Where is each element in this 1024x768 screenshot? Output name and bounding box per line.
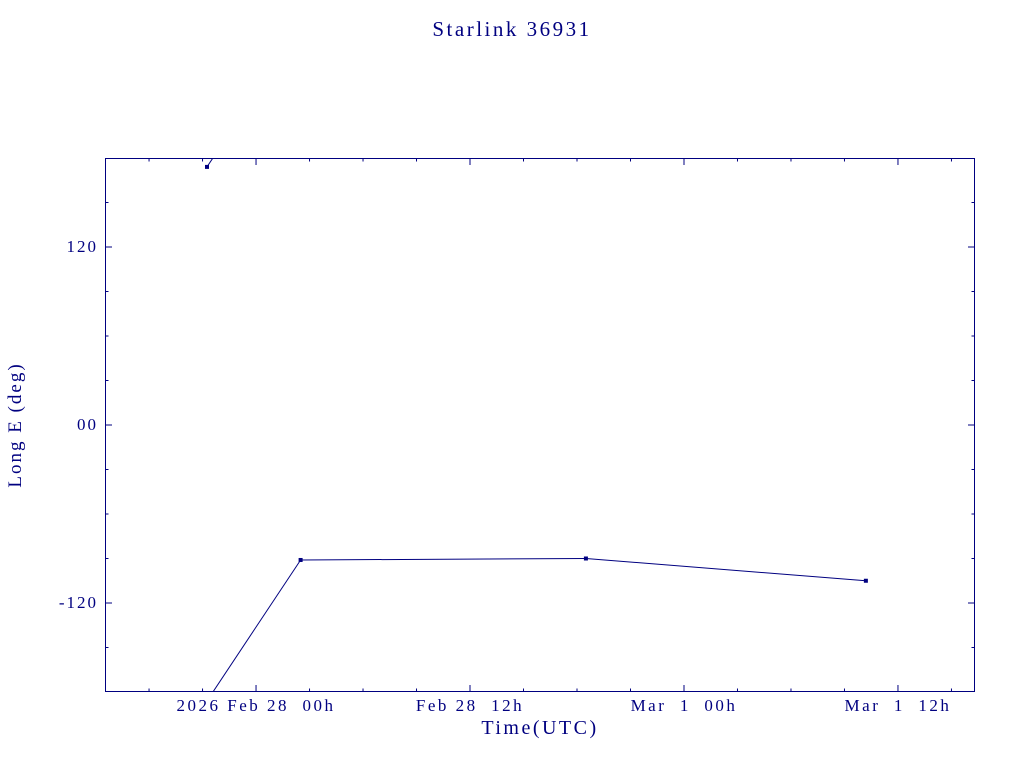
data-point-marker [204, 164, 209, 169]
y-tick-label: 120 [67, 237, 99, 256]
x-tick-label: 2026 Feb 28 00h [177, 696, 336, 715]
data-point-marker [863, 578, 868, 583]
series-long-e-deg- [204, 158, 868, 692]
x-axis-label: Time(UTC) [481, 717, 599, 739]
x-tick-label: Mar 1 00h [631, 696, 738, 715]
series-line-segment [206, 158, 214, 168]
series-line-segment [212, 559, 302, 692]
series-line-segment [300, 558, 586, 561]
series-line-segment [585, 558, 866, 582]
x-tick-label: Feb 28 12h [416, 696, 524, 715]
data-point-marker [583, 556, 588, 561]
plot-border [105, 158, 975, 692]
data-point-marker [298, 557, 303, 562]
chart-title: Starlink 36931 [432, 17, 592, 41]
y-tick-label: -120 [59, 593, 98, 612]
y-tick-label: 00 [77, 415, 98, 434]
x-tick-label: Mar 1 12h [845, 696, 952, 715]
